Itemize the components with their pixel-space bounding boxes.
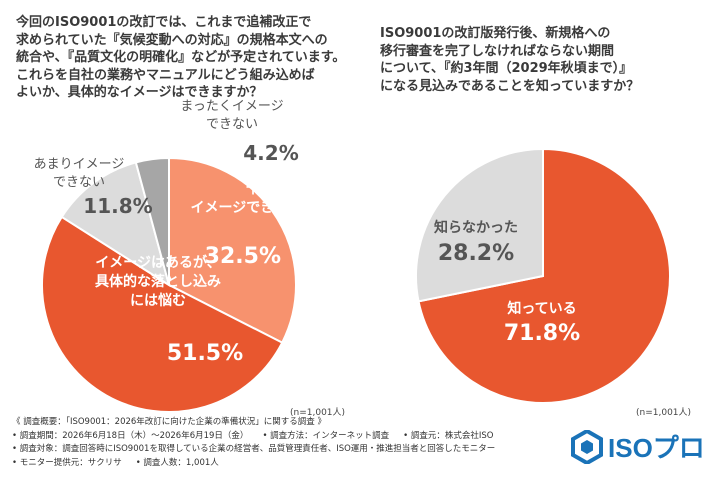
survey-title: 《 調査概要：「ISO9001：2026年改訂に向けた企業の準備状況」に関する調… [12, 417, 327, 427]
survey-source: • 調査元：株式会社ISO [403, 430, 494, 441]
left-question-line: これらを自社の業務やマニュアルにどう組み込めば [16, 67, 315, 83]
slice-value-label: 11.8% [83, 194, 152, 218]
slice-label: 知らなかった [434, 219, 518, 236]
survey-count: • 調査人数：1,001人 [135, 457, 219, 468]
left-question-line: 求められていた『気候変動への対応』の規格本文への [16, 32, 328, 48]
isopro-logo: ISOプロ [570, 428, 705, 465]
pie-slice [41, 215, 284, 413]
slice-label: まったくイメージ [180, 99, 283, 114]
logo-text: ISOプロ [608, 433, 705, 463]
survey-period: • 調査期間：2026年6月18日（木）〜2026年6月19日（金） [12, 430, 249, 441]
slice-label: あまりイメージ [34, 157, 125, 172]
left-question-line: 今回のISO9001の改訂では、これまで追補改正で [16, 15, 312, 30]
pie-slice [417, 147, 671, 404]
slice-value-label: 28.2% [438, 241, 514, 266]
pie-slice [415, 147, 544, 303]
footer-row: • 調査期間：2026年6月18日（木）〜2026年6月19日（金） • 調査方… [12, 430, 572, 444]
right-question: ISO9001の改訂版発行後、新規格への 移行審査を完了しなければならない期間 … [380, 25, 710, 95]
survey-footer: 《 調査概要：「ISO9001：2026年改訂に向けた企業の準備状況」に関する調… [12, 416, 572, 470]
survey-provider: • モニター提供元：サクリサ [12, 457, 122, 468]
left-question: 今回のISO9001の改訂では、これまで追補改正で 求められていた『気候変動への… [16, 14, 366, 102]
slice-value-label: 71.8% [504, 321, 580, 346]
slice-value-label: 32.5% [205, 244, 281, 269]
slice-label: 具体的な落とし込み [94, 273, 221, 290]
right-question-line: について、『約3年間（2029年秋頃まで）』 [380, 61, 633, 76]
right-question-line: になる見込みであることを知っていますか？ [380, 78, 640, 94]
pie-slice [134, 156, 170, 286]
slice-label: できない [53, 175, 105, 190]
slice-label: イメージできる [191, 200, 288, 216]
right-chart-sample-size: (n=1,001人) [636, 408, 692, 418]
left-question-line: よいか、具体的なイメージはできますか？ [16, 85, 263, 100]
left-chart-sample-size: (n=1,001人) [290, 408, 346, 418]
left-question-line: 統合や、『品質文化の明確化』などが予定されています。 [16, 50, 346, 65]
pie-slice [168, 156, 297, 345]
slice-label: には悩む [130, 292, 186, 309]
survey-method: • 調査方法：インターネット調査 [262, 430, 390, 441]
slice-label: イメージはあるが、 [95, 254, 220, 271]
right-question-line: ISO9001の改訂版発行後、新規格への [380, 26, 611, 41]
slice-label: 知っている [507, 300, 576, 317]
footer-row: • モニター提供元：サクリサ • 調査人数：1,001人 [12, 457, 572, 471]
survey-target: • 調査対象：調査回答時にISO9001を取得している企業の経営者、品質管理責任… [12, 444, 496, 454]
pie-slice [60, 161, 171, 288]
footer-row: • 調査対象：調査回答時にISO9001を取得している企業の経営者、品質管理責任… [12, 443, 572, 457]
slice-value-label: 4.2% [243, 141, 298, 165]
hexagon-logo-icon [571, 429, 603, 464]
slice-label: 十分に [246, 180, 288, 197]
slice-value-label: 51.5% [167, 341, 243, 366]
footer-row: 《 調査概要：「ISO9001：2026年改訂に向けた企業の準備状況」に関する調… [12, 416, 572, 430]
slice-label: できない [206, 117, 258, 132]
right-question-line: 移行審査を完了しなければならない期間 [380, 43, 615, 59]
